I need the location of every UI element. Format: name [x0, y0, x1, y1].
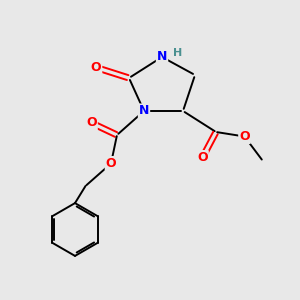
Text: O: O: [106, 157, 116, 170]
Text: H: H: [173, 48, 183, 59]
Text: O: O: [197, 151, 208, 164]
Text: O: O: [86, 116, 97, 130]
Text: O: O: [239, 130, 250, 143]
Text: O: O: [91, 61, 101, 74]
Text: N: N: [139, 104, 149, 118]
Text: N: N: [157, 50, 167, 64]
